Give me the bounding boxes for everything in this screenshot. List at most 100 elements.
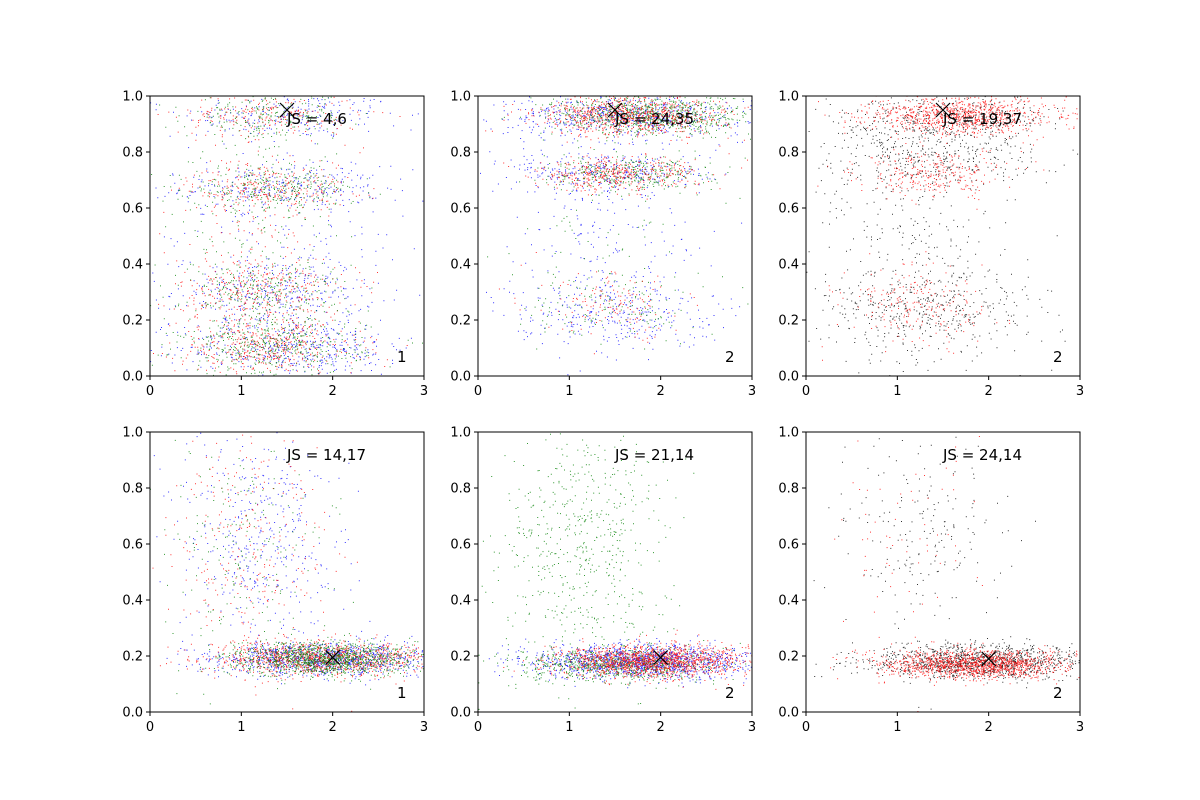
x-marker (935, 102, 951, 118)
y-tick-label: 0.4 (122, 594, 143, 609)
point-cloud (480, 96, 752, 376)
data-point (806, 96, 1079, 376)
x-tick-label: 0 (146, 720, 154, 735)
y-tick-label: 0.0 (778, 370, 799, 385)
plot-frame (805, 95, 1081, 377)
y-tick-label: 0.6 (122, 202, 143, 217)
y-tick-label: 1.0 (122, 90, 143, 105)
x-tick-label: 2 (657, 720, 665, 735)
series-points (150, 96, 424, 376)
point-cloud (150, 96, 424, 376)
y-tick-label: 0.6 (778, 538, 799, 553)
x-tick-label: 3 (748, 384, 756, 399)
plot-frame (477, 95, 753, 377)
x-tick-label: 1 (893, 720, 901, 735)
series-points (830, 436, 1080, 712)
js-annotation: JS = 4,6 (286, 110, 347, 128)
y-tick-label: 0.0 (450, 370, 471, 385)
y-tick-label: 0.6 (450, 538, 471, 553)
y-tick-label: 0.6 (778, 202, 799, 217)
y-tick-label: 1.0 (122, 426, 143, 441)
point-cloud (478, 433, 752, 710)
x-marker (325, 649, 341, 665)
x-tick-label: 0 (802, 384, 810, 399)
plot-frame (477, 431, 753, 713)
scatter-panel: 0 1 2 3 0.0 0.2 0.4 0.6 0.8 1.0 JS = 24,35 2 (450, 90, 756, 400)
scatter-panel: 0 1 2 3 0.0 0.2 0.4 0.6 0.8 1.0 JS = 21,14 2 (450, 426, 756, 736)
plot-frame (149, 431, 425, 713)
y-tick-label: 0.4 (122, 258, 143, 273)
plot-frame (149, 95, 425, 377)
x-marker (279, 102, 295, 118)
data-point (503, 629, 752, 690)
data-point (150, 96, 423, 376)
corner-label: 2 (725, 684, 735, 702)
y-tick-label: 0.2 (450, 650, 471, 665)
y-tick-label: 1.0 (450, 426, 471, 441)
x-tick-label: 2 (657, 384, 665, 399)
corner-label: 2 (1053, 348, 1063, 366)
y-tick-label: 0.8 (450, 482, 471, 497)
y-tick-label: 0.8 (778, 482, 799, 497)
point-cloud (806, 96, 1079, 376)
y-tick-label: 0.0 (122, 706, 143, 721)
x-tick-label: 3 (420, 384, 428, 399)
x-marker (981, 651, 997, 667)
y-tick-label: 0.6 (450, 202, 471, 217)
x-tick-label: 2 (985, 720, 993, 735)
corner-label: 2 (725, 348, 735, 366)
x-tick-label: 1 (237, 384, 245, 399)
x-tick-label: 0 (802, 720, 810, 735)
x-tick-label: 1 (893, 384, 901, 399)
y-tick-label: 0.8 (122, 482, 143, 497)
series-points (152, 434, 423, 712)
plot-frame (805, 431, 1081, 713)
data-point (480, 96, 752, 376)
series-points (153, 96, 408, 376)
data-point (485, 96, 749, 355)
x-marker (607, 102, 623, 118)
series-points (806, 96, 1079, 376)
y-tick-label: 0.2 (122, 314, 143, 329)
y-tick-label: 0.0 (122, 370, 143, 385)
y-tick-label: 0.4 (450, 258, 471, 273)
y-tick-label: 0.2 (778, 314, 799, 329)
js-annotation: JS = 24,14 (942, 446, 1022, 464)
data-point (478, 433, 747, 710)
series-points (813, 436, 1080, 710)
x-tick-label: 3 (420, 720, 428, 735)
scatter-panel: 0 1 2 3 0.0 0.2 0.4 0.6 0.8 1.0 JS = 4,6 1 (122, 90, 428, 400)
x-tick-label: 3 (1076, 720, 1084, 735)
y-tick-label: 0.0 (450, 706, 471, 721)
js-annotation: JS = 21,14 (614, 446, 694, 464)
y-tick-label: 0.8 (778, 146, 799, 161)
x-tick-label: 1 (565, 384, 573, 399)
y-tick-label: 0.4 (778, 594, 799, 609)
y-tick-label: 0.2 (778, 650, 799, 665)
series-points (150, 439, 424, 705)
y-tick-label: 0.8 (450, 146, 471, 161)
x-marker (653, 649, 669, 665)
data-point (487, 96, 751, 350)
js-annotation: JS = 19,37 (942, 110, 1022, 128)
y-tick-label: 0.6 (122, 538, 143, 553)
point-cloud (813, 436, 1080, 712)
y-tick-label: 0.4 (778, 258, 799, 273)
y-tick-label: 1.0 (778, 426, 799, 441)
data-point (813, 436, 1080, 710)
corner-label: 1 (397, 684, 407, 702)
y-tick-label: 0.4 (450, 594, 471, 609)
x-tick-label: 2 (329, 720, 337, 735)
corner-label: 2 (1053, 684, 1063, 702)
x-tick-label: 2 (985, 384, 993, 399)
x-tick-label: 0 (474, 720, 482, 735)
data-point (150, 96, 424, 376)
series-points (150, 96, 423, 376)
x-tick-label: 0 (146, 384, 154, 399)
series-points (478, 433, 747, 710)
y-tick-label: 0.2 (122, 650, 143, 665)
x-tick-label: 0 (474, 384, 482, 399)
data-point (153, 96, 408, 376)
x-tick-label: 2 (329, 384, 337, 399)
